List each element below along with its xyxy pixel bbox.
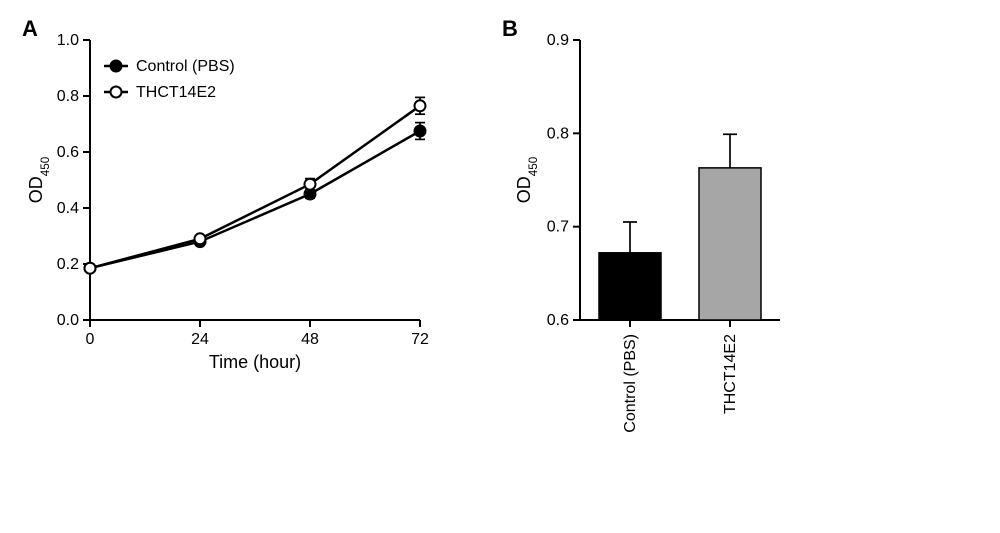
panel-a: A 0.00.20.40.60.81.00244872Time (hour)OD… [20,20,440,500]
panel-b: B 0.60.70.80.9OD450Control (PBS)THCT14E2 [500,20,800,500]
panel-a-label: A [22,16,38,42]
svg-text:OD450: OD450 [514,156,540,203]
svg-text:0.2: 0.2 [57,256,79,273]
svg-text:72: 72 [411,331,429,348]
line-chart: 0.0 0.2 0.4 0.6 0.8 1.0 0 24 48 72 Time (hour) OD45… [20,20,440,380]
svg-text:0.8: 0.8 [57,88,79,105]
svg-text:OD450: OD450 [26,156,52,203]
svg-text:0.6: 0.6 [547,312,569,329]
svg-text:0.8: 0.8 [547,125,569,142]
svg-text:THCT14E2: THCT14E2 [722,334,739,414]
svg-text:Control (PBS): Control (PBS) [136,58,235,75]
svg-text:0.9: 0.9 [547,32,569,49]
bar-chart: 0.6 0.7 0.8 0.9 OD450 Control (PBS) THCT14E2 [500,20,800,500]
svg-text:0.0: 0.0 [57,312,79,329]
svg-text:0: 0 [86,331,95,348]
svg-text:THCT14E2: THCT14E2 [136,84,216,101]
svg-text:0.7: 0.7 [547,219,569,236]
svg-text:Control (PBS): Control (PBS) [622,334,639,433]
svg-text:48: 48 [301,331,319,348]
svg-text:24: 24 [191,331,209,348]
svg-text:0.4: 0.4 [57,200,79,217]
svg-text:0.6: 0.6 [57,144,79,161]
panel-b-label: B [502,16,518,42]
svg-text:1.0: 1.0 [57,32,79,49]
svg-text:Time (hour): Time (hour) [209,352,301,372]
